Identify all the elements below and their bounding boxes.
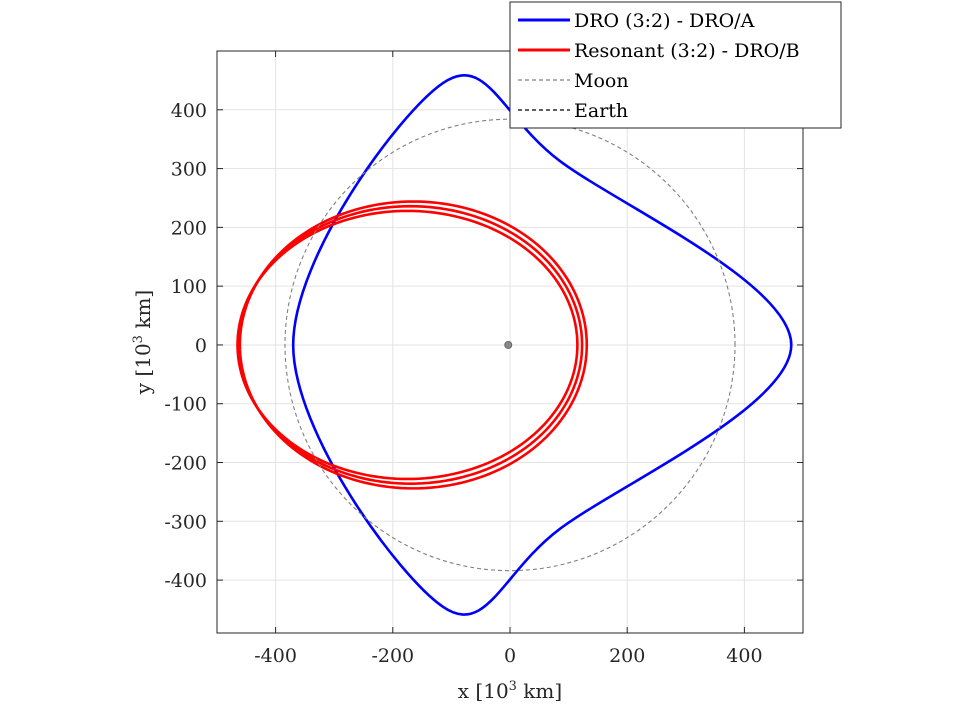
x-tick-label: 400 xyxy=(726,645,762,667)
resonant-orbit-loop-2 xyxy=(238,200,589,490)
y-axis-label: y [103 km] xyxy=(131,290,155,395)
legend: DRO (3:2) - DRO/A Resonant (3:2) - DRO/B M… xyxy=(509,1,842,129)
plot-series xyxy=(236,74,793,616)
legend-entry-label: Earth xyxy=(574,100,628,122)
y-tick-label: -200 xyxy=(164,453,207,475)
y-tick-label: 100 xyxy=(171,276,207,298)
x-axis-label: x [103 km] xyxy=(458,679,562,703)
x-tick-label: -400 xyxy=(254,645,297,667)
x-tick-label: 0 xyxy=(504,645,516,667)
y-tick-label: 400 xyxy=(171,100,207,122)
y-tick-label: -300 xyxy=(164,511,207,533)
x-tick-label: 200 xyxy=(609,645,645,667)
legend-entry-label: Moon xyxy=(574,70,629,92)
legend-entry-label: Resonant (3:2) - DRO/B xyxy=(574,40,800,62)
legend-entry-label: DRO (3:2) - DRO/A xyxy=(574,10,755,32)
legend-box xyxy=(509,1,842,129)
earth-marker xyxy=(504,340,513,349)
x-tick-label: -200 xyxy=(371,645,414,667)
y-tick-label: 0 xyxy=(195,335,207,357)
dro-orbit-line xyxy=(291,74,793,616)
moon-orbit-line xyxy=(284,118,736,572)
y-tick-label: -100 xyxy=(164,394,207,416)
y-tick-label: 300 xyxy=(171,159,207,181)
y-tick-label: -400 xyxy=(164,570,207,592)
y-tick-label: 200 xyxy=(171,217,207,239)
tick-labels: -400 -200 0 200 400 -400 -300 -200 -100 0 100 200 30… xyxy=(164,51,803,667)
